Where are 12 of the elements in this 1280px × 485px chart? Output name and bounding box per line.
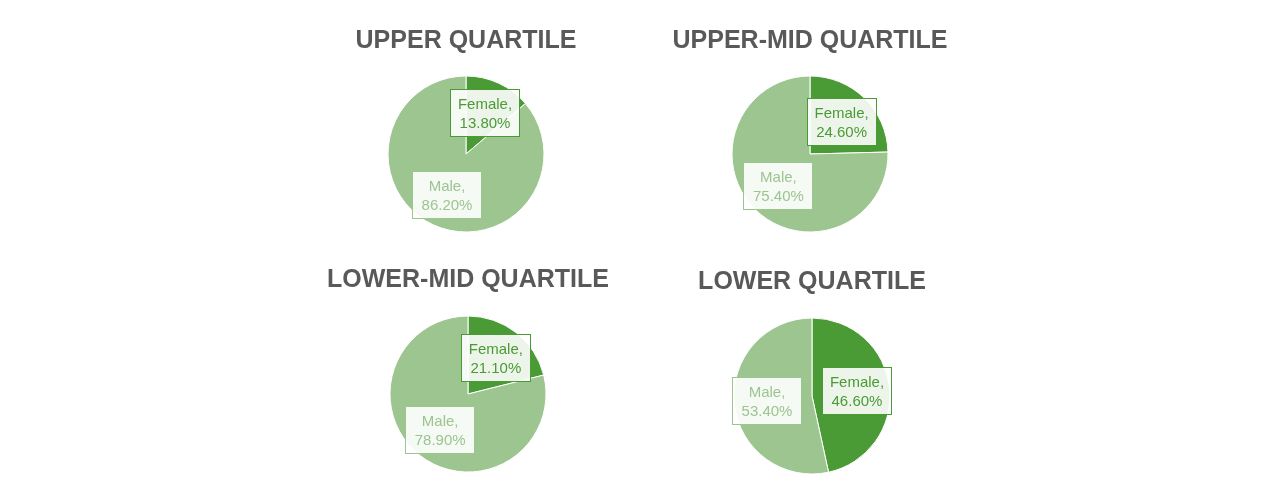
chart-title: UPPER-MID QUARTILE [672,25,948,54]
data-label: Female, 13.80% [456,93,514,132]
data-label: Male, 53.40% [740,381,794,420]
data-label: Female, 24.60% [813,102,870,141]
data-label: Female, 46.60% [828,372,886,411]
chart-title: LOWER QUARTILE [698,266,926,295]
data-label: Male, 78.90% [413,410,467,449]
data-label: Female, 21.10% [467,339,524,378]
data-label: Male, 86.20% [420,176,474,215]
chart-title: UPPER QUARTILE [355,25,577,54]
chart-title: LOWER-MID QUARTILE [327,264,609,293]
data-label: Male, 75.40% [751,167,805,206]
